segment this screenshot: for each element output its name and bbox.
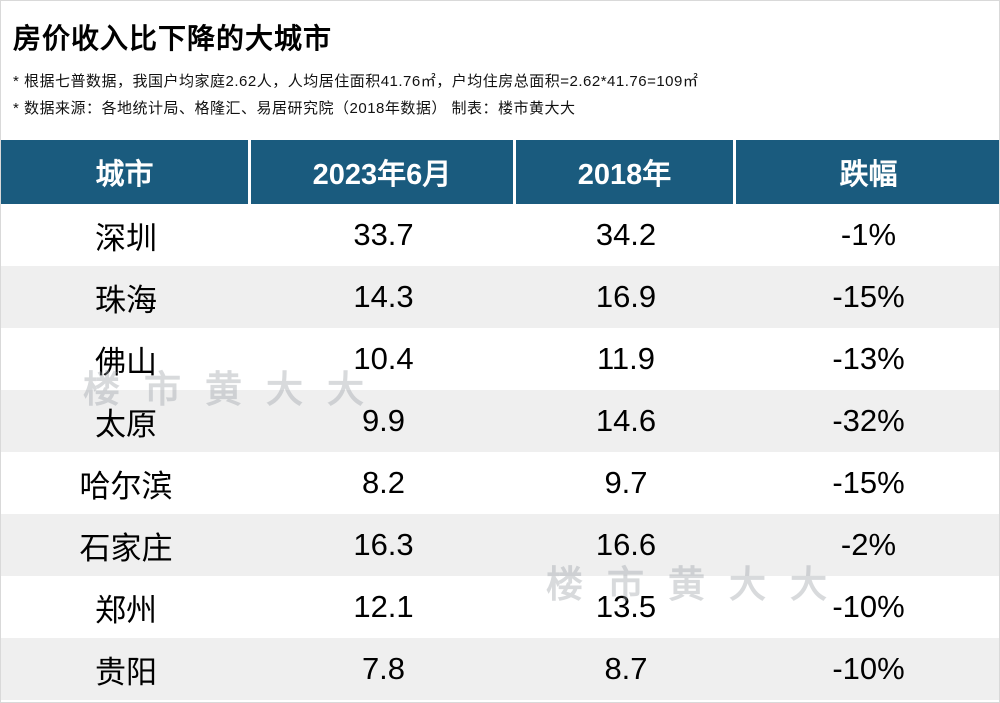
cell-city: 哈尔滨 xyxy=(79,468,173,504)
page-title: 房价收入比下降的大城市 xyxy=(13,23,333,54)
cell-2018: 9.7 xyxy=(604,465,648,500)
price-income-ratio-table: 城市 2023年6月 2018年 跌幅 深圳 33.7 34.2 -1% 珠海 … xyxy=(1,140,999,700)
cell-decline: -32% xyxy=(832,403,905,438)
cell-2018: 14.6 xyxy=(595,403,657,438)
cell-2018: 16.6 xyxy=(595,527,657,562)
cell-city: 深圳 xyxy=(95,220,157,256)
table-header-row: 城市 2023年6月 2018年 跌幅 xyxy=(1,140,999,204)
cell-city: 佛山 xyxy=(95,344,157,380)
cell-2023-06: 12.1 xyxy=(353,589,414,624)
table-row: 太原 9.9 14.6 -32% xyxy=(1,390,999,452)
cell-2023-06: 14.3 xyxy=(353,279,414,314)
cell-2018: 16.9 xyxy=(595,279,657,314)
cell-decline: -15% xyxy=(832,465,905,500)
cell-2018: 11.9 xyxy=(596,341,656,376)
cell-decline: -2% xyxy=(840,527,897,562)
column-header-city: 城市 xyxy=(1,140,251,204)
cell-2018: 34.2 xyxy=(595,217,657,252)
cell-2023-06: 7.8 xyxy=(361,651,406,686)
cell-city: 太原 xyxy=(95,406,157,442)
table-body: 深圳 33.7 34.2 -1% 珠海 14.3 16.9 -15% 佛山 10… xyxy=(1,204,999,700)
column-header-2018: 2018年 xyxy=(516,140,736,204)
cell-2018: 8.7 xyxy=(604,651,648,686)
cell-decline: -1% xyxy=(840,217,897,252)
cell-2023-06: 9.9 xyxy=(361,403,406,438)
cell-city: 石家庄 xyxy=(79,530,173,566)
cell-city: 郑州 xyxy=(95,592,157,628)
table-row: 深圳 33.7 34.2 -1% xyxy=(1,204,999,266)
cell-city: 贵阳 xyxy=(95,654,157,690)
cell-2018: 13.5 xyxy=(595,589,657,624)
footnote-household-data: * 根据七普数据，我国户均家庭2.62人，人均居住面积41.76㎡，户均住房总面… xyxy=(13,73,699,90)
cell-2023-06: 16.3 xyxy=(353,527,414,562)
cell-city: 珠海 xyxy=(95,282,157,318)
table-row: 石家庄 16.3 16.6 -2% xyxy=(1,514,999,576)
table-row: 哈尔滨 8.2 9.7 -15% xyxy=(1,452,999,514)
table-row: 郑州 12.1 13.5 -10% xyxy=(1,576,999,638)
cell-2023-06: 10.4 xyxy=(353,341,414,376)
column-header-2023-06: 2023年6月 xyxy=(251,140,516,204)
cell-decline: -10% xyxy=(832,651,905,686)
cell-decline: -15% xyxy=(832,279,905,314)
table-row: 珠海 14.3 16.9 -15% xyxy=(1,266,999,328)
table-row: 佛山 10.4 11.9 -13% xyxy=(1,328,999,390)
cell-decline: -13% xyxy=(832,341,905,376)
cell-decline: -10% xyxy=(832,589,905,624)
table-row: 贵阳 7.8 8.7 -10% xyxy=(1,638,999,700)
cell-2023-06: 33.7 xyxy=(353,217,414,252)
footnote-data-source: * 数据来源：各地统计局、格隆汇、易居研究院（2018年数据） 制表：楼市黄大大 xyxy=(13,100,576,117)
column-header-decline: 跌幅 xyxy=(839,159,898,191)
cell-2023-06: 8.2 xyxy=(361,465,406,500)
